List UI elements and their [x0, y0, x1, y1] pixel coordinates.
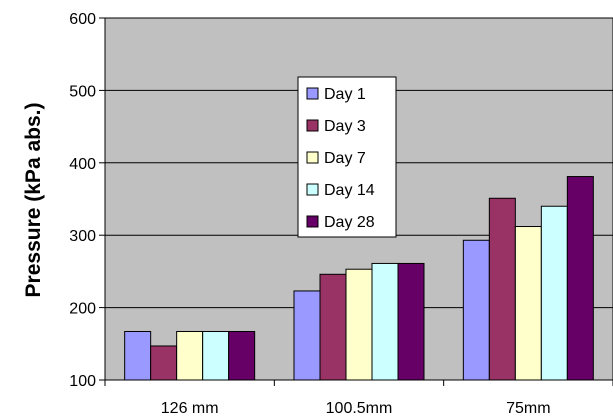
legend-label: Day 28	[324, 214, 375, 231]
bar-day-1-2	[462, 239, 490, 381]
legend-swatch	[306, 151, 319, 164]
bar-day-14-2	[540, 205, 568, 381]
legend-label: Day 3	[324, 118, 366, 135]
bar-day-7-2	[514, 226, 542, 381]
legend-label: Day 7	[324, 150, 366, 167]
bar-day-28-2	[566, 176, 594, 381]
y-axis-label: Pressure (kPa abs.)	[22, 103, 45, 298]
y-tick-label: 400	[69, 156, 96, 173]
legend-swatch	[306, 183, 319, 196]
bar-day-28-0	[228, 330, 256, 381]
legend-label: Day 14	[324, 182, 375, 199]
bar-day-14-1	[371, 262, 399, 381]
legend-swatch	[306, 87, 319, 100]
bar-day-14-0	[202, 330, 230, 381]
y-tick-label: 500	[69, 83, 96, 100]
x-axis-ticks: 126 mm 100.5mm 75mm	[104, 380, 613, 417]
x-tick-label: 75mm	[506, 400, 550, 417]
legend-swatch	[306, 215, 319, 228]
x-tick-label: 100.5mm	[326, 400, 393, 417]
y-axis-ticks: 100 200 300 400 500 600	[69, 11, 105, 390]
y-tick-label: 600	[69, 11, 96, 28]
y-tick-label: 300	[69, 228, 96, 245]
x-tick-label: 126 mm	[161, 400, 219, 417]
bar-day-7-0	[176, 330, 204, 381]
bar-day-7-1	[345, 268, 373, 381]
bar-day-1-1	[293, 290, 321, 381]
bar-day-3-1	[319, 273, 347, 381]
bar-day-28-1	[397, 262, 425, 381]
bar-day-3-2	[488, 197, 516, 381]
legend: Day 1 Day 3 Day 7 Day 14 Day 28	[297, 76, 397, 238]
y-tick-label: 200	[69, 301, 96, 318]
bar-day-3-0	[150, 345, 178, 381]
y-tick-label: 100	[69, 373, 96, 390]
legend-label: Day 1	[324, 86, 366, 103]
bars	[124, 176, 594, 381]
bar-day-1-0	[124, 330, 152, 381]
legend-swatch	[306, 119, 319, 132]
